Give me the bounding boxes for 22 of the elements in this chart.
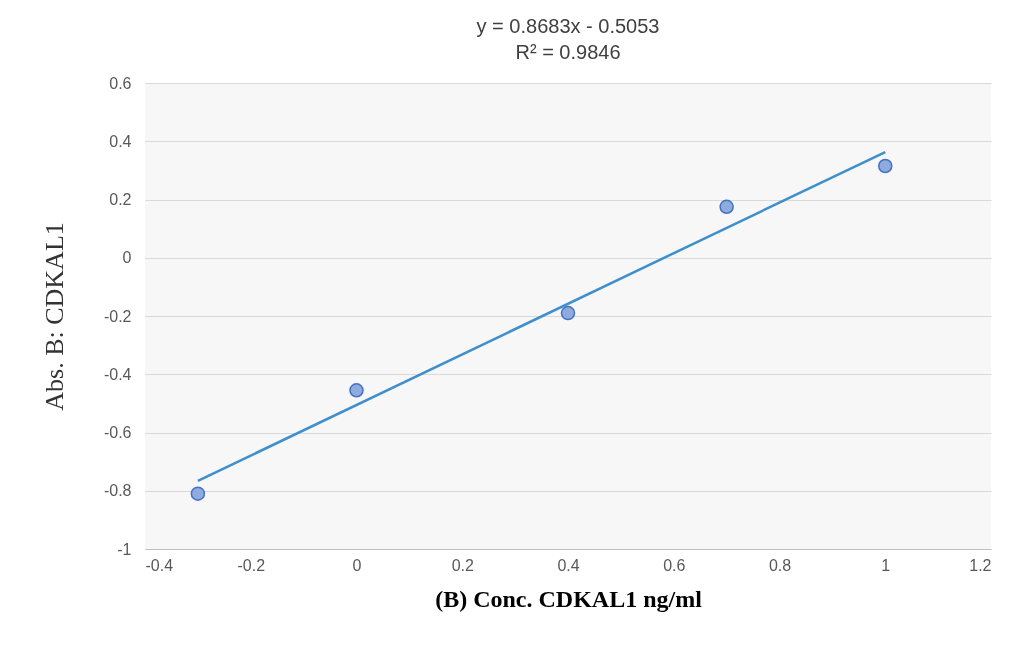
- x-tick-label: -0.4: [145, 556, 174, 574]
- x-tick-label: 1: [881, 556, 891, 574]
- text: R² = 0.9846: [515, 41, 621, 63]
- y-tick-label: -0.6: [103, 424, 132, 441]
- y-tick-label: 0: [122, 249, 132, 267]
- x-tick-label: 0.6: [663, 556, 686, 574]
- y-tick-label: -1: [117, 540, 132, 558]
- x-tick-label: 0: [352, 556, 362, 574]
- text: y = 0.8683x - 0.5053: [476, 15, 660, 37]
- x-tick-label: 0.8: [768, 556, 792, 574]
- y-tick-label: -0.4: [103, 365, 132, 383]
- y-tick-label: 0.6: [109, 74, 132, 92]
- x-axis-title: (B) Conc. CDKAL1 ng/ml: [435, 585, 703, 612]
- y-tick-label: -0.2: [103, 307, 132, 325]
- x-tick-label: 0.2: [451, 556, 474, 574]
- y-tick-label: 0.4: [109, 132, 132, 150]
- y-tick-label: -0.8: [103, 482, 132, 500]
- x-tick-label: -0.2: [237, 556, 266, 574]
- x-tick-label: 0.4: [557, 556, 580, 574]
- y-tick-label: 0.2: [109, 191, 132, 208]
- x-tick-label: 1.2: [969, 556, 992, 574]
- y-axis-title: Abs. B: CDKAL1: [39, 222, 69, 411]
